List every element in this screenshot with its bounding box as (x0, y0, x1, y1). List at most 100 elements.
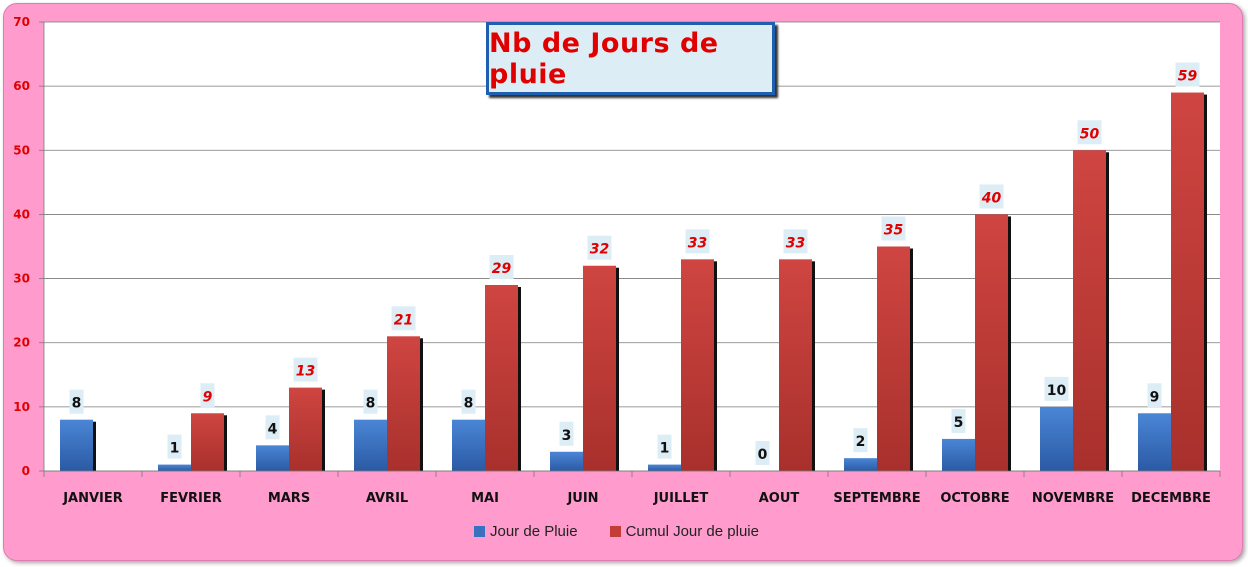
y-tick-label: 10 (13, 400, 30, 414)
data-label-jour: 4 (268, 421, 278, 437)
data-label-bg (1077, 120, 1102, 145)
y-tick-label: 60 (13, 79, 30, 93)
data-label-bg (69, 389, 84, 414)
bar-cumul (583, 265, 616, 471)
data-label-bg (783, 229, 808, 254)
data-label-jour: 5 (954, 415, 964, 431)
chart-title: Nb de Jours de pluie (489, 27, 719, 90)
data-label-bg (1044, 376, 1069, 401)
data-label-bg (391, 306, 416, 331)
data-label-jour: 8 (366, 396, 376, 412)
y-tick-label: 70 (13, 15, 30, 29)
data-label-jour: 8 (72, 396, 82, 412)
data-label-bg (587, 235, 612, 260)
data-label-cumul: 29 (492, 261, 512, 277)
data-label-bg (979, 184, 1004, 209)
x-tick-label: AVRIL (366, 491, 408, 506)
bar-jour (550, 451, 583, 471)
bar-cumul (485, 284, 518, 471)
bar-cumul (975, 214, 1008, 471)
data-label-cumul: 35 (884, 223, 904, 239)
bar-cumul (1073, 150, 1106, 472)
data-label-jour: 10 (1047, 383, 1067, 399)
bar-jour (942, 438, 975, 471)
data-label-bg (293, 357, 318, 382)
data-label-bg (881, 216, 906, 241)
legend-item-jour: Jour de Pluie (474, 523, 578, 540)
x-tick-label: MAI (471, 491, 499, 506)
data-label-bg (461, 389, 476, 414)
x-tick-label: JUIN (566, 491, 598, 506)
data-label-bg (559, 421, 574, 446)
bar-jour (60, 419, 93, 471)
bar-cumul (289, 387, 322, 471)
y-tick-label: 0 (22, 464, 30, 478)
x-tick-label: NOVEMBRE (1032, 491, 1114, 506)
bar-jour (844, 458, 877, 471)
data-label-jour: 9 (1150, 389, 1160, 405)
data-label-cumul: 33 (688, 235, 707, 251)
data-label-bg (685, 229, 710, 254)
bars (60, 92, 1207, 472)
bar-cumul (191, 413, 224, 471)
data-label-bg (167, 434, 182, 459)
data-label-jour: 8 (464, 396, 474, 412)
bar-cumul (779, 259, 812, 471)
data-label-bg (951, 408, 966, 433)
data-label-bg (755, 441, 770, 465)
chart-title-box: Nb de Jours de pluie (486, 22, 775, 95)
bar-cumul (877, 246, 910, 471)
data-label-jour: 1 (170, 441, 180, 457)
bar-jour (452, 419, 485, 471)
legend-item-cumul: Cumul Jour de pluie (609, 523, 759, 540)
data-label-bg (1147, 383, 1162, 408)
x-tick-label: JUILLET (653, 491, 709, 506)
bar-jour (158, 464, 191, 471)
y-axis: 0 10 20 30 40 50 60 70 (13, 15, 45, 478)
legend-label-cumul: Cumul Jour de pluie (625, 523, 759, 540)
data-label-bg (657, 434, 672, 459)
data-label-bg (363, 389, 378, 414)
data-label-cumul: 50 (1080, 126, 1100, 142)
data-label-bg (200, 383, 215, 408)
data-label-cumul: 9 (203, 389, 213, 405)
plot-area (44, 22, 1220, 471)
data-label-cumul: 33 (786, 235, 805, 251)
x-tick-label: SEPTEMBRE (833, 491, 920, 506)
data-label-bg (853, 428, 868, 453)
legend-swatch-jour (474, 526, 485, 537)
bar-jour (1040, 406, 1073, 471)
bar-jour (256, 445, 289, 471)
x-tick-label: DECEMBRE (1131, 491, 1211, 506)
legend: Jour de Pluie Cumul Jour de pluie (474, 523, 791, 540)
x-tick-label: MARS (268, 491, 310, 506)
y-tick-label: 50 (13, 143, 30, 157)
data-label-jour: 3 (562, 428, 572, 444)
data-label-cumul: 13 (296, 364, 315, 380)
x-tick-label: OCTOBRE (940, 491, 1009, 506)
bar-cumul (1171, 92, 1204, 472)
y-tick-label: 40 (13, 207, 30, 221)
x-tick-label: AOUT (759, 491, 800, 506)
data-label-cumul: 32 (590, 242, 609, 258)
y-tick-label: 30 (13, 272, 30, 286)
data-label-jour: 2 (856, 434, 866, 450)
data-label-bg (265, 415, 280, 440)
bar-jour (648, 464, 681, 471)
bar-cumul (681, 259, 714, 471)
x-tick-label: FEVRIER (160, 491, 222, 506)
data-label-bg (1175, 62, 1200, 87)
data-label-cumul: 21 (394, 312, 413, 328)
legend-label-jour: Jour de Pluie (490, 523, 578, 540)
x-axis: JANVIER FEVRIER MARS AVRIL MAI JUIN JUILLET AOU… (43, 470, 1221, 506)
data-label-bg (489, 254, 514, 279)
x-tick-label: JANVIER (62, 491, 123, 506)
data-label-cumul: 59 (1178, 69, 1198, 85)
y-tick-label: 20 (13, 336, 30, 350)
data-label-cumul: 40 (981, 190, 1002, 206)
bar-jour (1138, 413, 1171, 471)
data-label-jour: 1 (660, 441, 670, 457)
bar-cumul (387, 336, 420, 471)
